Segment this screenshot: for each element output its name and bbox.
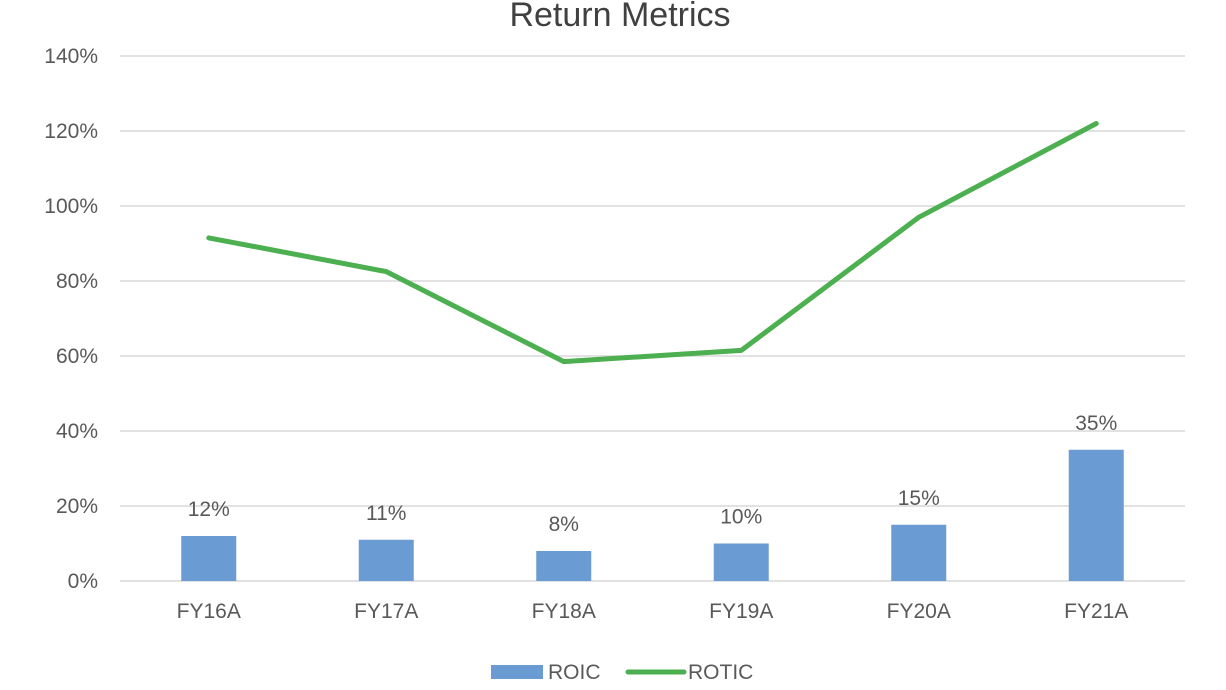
roic-bar bbox=[181, 536, 237, 581]
rotic-line bbox=[206, 121, 1099, 365]
y-tick-label: 20% bbox=[56, 495, 98, 518]
legend-roic-label: ROIC bbox=[548, 661, 601, 684]
roic-bar bbox=[713, 543, 769, 581]
x-tick-label: FY21A bbox=[1064, 600, 1128, 623]
roic-bars bbox=[181, 449, 1124, 581]
roic-data-label: 8% bbox=[549, 513, 579, 536]
chart-title: Return Metrics bbox=[509, 0, 730, 34]
roic-bar bbox=[891, 524, 947, 581]
roic-data-label: 12% bbox=[188, 498, 230, 521]
y-tick-label: 60% bbox=[56, 345, 98, 368]
roic-bar bbox=[358, 539, 414, 581]
roic-bar bbox=[1068, 449, 1124, 581]
rotic-line-group bbox=[206, 121, 1099, 365]
roic-data-label: 10% bbox=[720, 506, 762, 529]
roic-data-labels: 12% 11% 8% 10% 15% 35% bbox=[188, 412, 1118, 536]
legend-roic-swatch bbox=[491, 665, 543, 679]
x-tick-label: FY19A bbox=[709, 600, 773, 623]
x-axis: FY16A FY17A FY18A FY19A FY20A FY21A bbox=[177, 600, 1129, 623]
x-tick-label: FY17A bbox=[354, 600, 418, 623]
legend-rotic-label: ROTIC bbox=[688, 661, 753, 684]
roic-bar bbox=[536, 551, 592, 581]
legend: ROIC ROTIC bbox=[491, 661, 753, 684]
y-tick-label: 140% bbox=[44, 45, 98, 68]
y-tick-label: 100% bbox=[44, 195, 98, 218]
x-tick-label: FY18A bbox=[532, 600, 596, 623]
gridlines bbox=[120, 55, 1185, 582]
x-tick-label: FY16A bbox=[177, 600, 241, 623]
roic-data-label: 15% bbox=[898, 487, 940, 510]
y-tick-label: 120% bbox=[44, 120, 98, 143]
roic-data-label: 11% bbox=[366, 502, 406, 525]
y-tick-label: 80% bbox=[56, 270, 98, 293]
y-axis: 0% 20% 40% 60% 80% 100% 120% 140% bbox=[44, 45, 98, 593]
y-tick-label: 40% bbox=[56, 420, 98, 443]
roic-data-label: 35% bbox=[1075, 412, 1117, 435]
y-tick-label: 0% bbox=[68, 570, 98, 593]
x-tick-label: FY20A bbox=[887, 600, 951, 623]
